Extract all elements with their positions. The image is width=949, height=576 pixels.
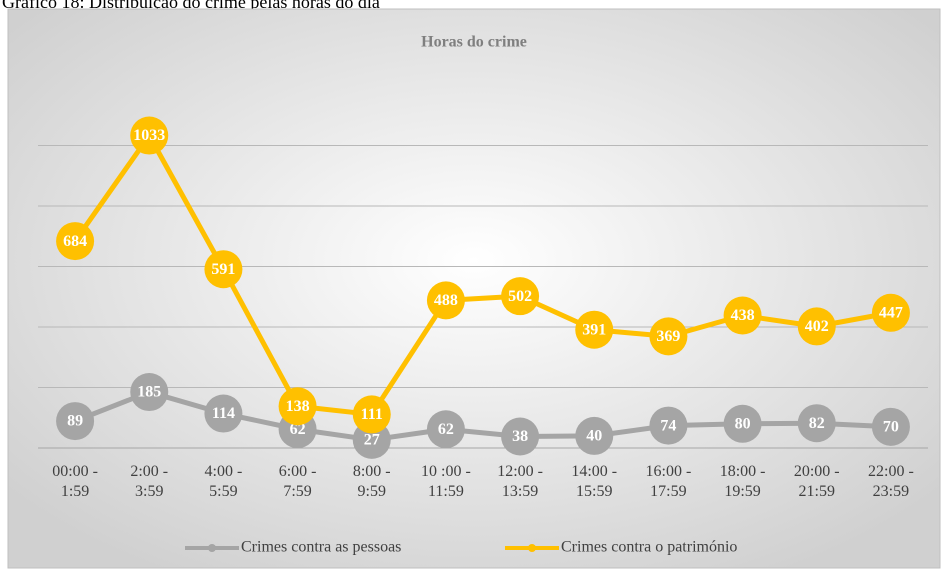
- data-label: 438: [731, 307, 755, 324]
- data-label: 369: [656, 328, 680, 345]
- data-label: 74: [660, 417, 676, 434]
- x-tick-label: 16:00 - 17:59: [645, 463, 692, 500]
- data-label: 591: [211, 261, 235, 278]
- marker: [797, 307, 836, 346]
- data-label: 447: [879, 304, 903, 321]
- marker: [501, 277, 540, 316]
- marker: [204, 250, 243, 289]
- marker: [871, 293, 910, 332]
- data-label: 40: [586, 428, 602, 445]
- data-label: 62: [438, 421, 454, 438]
- legend-marker: [528, 544, 536, 552]
- marker: [575, 416, 614, 455]
- x-tick-label: 12:00 - 13:59: [497, 463, 543, 500]
- marker: [426, 281, 465, 320]
- marker: [723, 296, 762, 335]
- marker: [352, 395, 391, 434]
- x-tick-label: 4:00 - 5:59: [204, 463, 243, 500]
- data-label: 185: [137, 384, 161, 401]
- chart-title: Horas do crime: [421, 34, 527, 51]
- marker: [871, 407, 910, 446]
- marker: [278, 387, 317, 426]
- marker: [575, 310, 614, 349]
- data-label: 502: [508, 288, 532, 305]
- marker: [56, 402, 95, 441]
- x-tick-label: 22:00 - 23:59: [868, 463, 914, 500]
- marker: [130, 116, 169, 155]
- data-label: 402: [805, 318, 829, 335]
- x-tick-label: 10 :00 - 11:59: [421, 463, 471, 500]
- marker: [130, 373, 169, 412]
- marker: [204, 394, 243, 433]
- legend-label: Crimes contra o património: [561, 539, 737, 556]
- data-label: 82: [809, 415, 825, 432]
- x-tick-label: 00:00 - 1:59: [52, 463, 98, 500]
- data-label: 138: [286, 398, 310, 415]
- legend-marker: [208, 544, 216, 552]
- x-tick-label: 14:00 - 15:59: [571, 463, 618, 500]
- data-label: 391: [582, 321, 606, 338]
- data-label: 89: [67, 413, 83, 430]
- x-tick-label: 2:00 - 3:59: [130, 463, 169, 500]
- data-label: 80: [735, 415, 751, 432]
- data-label: 111: [361, 406, 383, 423]
- data-label: 1033: [133, 127, 165, 144]
- x-tick-label: 6:00 - 7:59: [278, 463, 317, 500]
- marker: [649, 406, 688, 445]
- marker: [797, 404, 836, 443]
- data-label: 114: [212, 405, 235, 422]
- marker: [56, 222, 95, 261]
- marker: [723, 404, 762, 443]
- x-tick-label: 8:00 - 9:59: [352, 463, 391, 500]
- marker: [501, 417, 540, 456]
- data-label: 62: [290, 421, 306, 438]
- data-label: 38: [512, 428, 528, 445]
- data-label: 27: [364, 432, 380, 449]
- data-label: 488: [434, 292, 458, 309]
- data-label: 70: [883, 418, 899, 435]
- legend-label: Crimes contra as pessoas: [241, 539, 401, 556]
- data-label: 684: [63, 233, 87, 250]
- x-tick-label: 18:00 - 19:59: [719, 463, 766, 500]
- chart-area: [7, 8, 941, 569]
- x-tick-label: 20:00 - 21:59: [793, 463, 840, 500]
- marker: [649, 317, 688, 356]
- marker: [426, 410, 465, 449]
